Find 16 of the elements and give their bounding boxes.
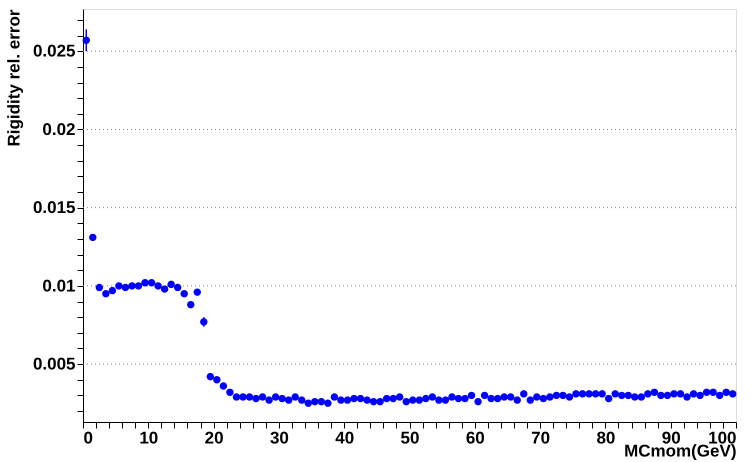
x-tick-label: 30 xyxy=(270,428,289,448)
y-axis-title: Rigidity rel. error xyxy=(4,9,24,146)
x-tick-label: 90 xyxy=(662,428,681,448)
x-tick-label: 40 xyxy=(335,428,354,448)
x-tick-label: 50 xyxy=(400,428,420,448)
x-tick-label: 80 xyxy=(596,428,616,448)
y-tick-label: 0.005 xyxy=(32,354,76,374)
x-tick-label: 60 xyxy=(466,428,485,448)
x-tick-label: 70 xyxy=(531,428,550,448)
y-tick-label: 0.02 xyxy=(42,120,76,139)
x-tick-label: 10 xyxy=(139,428,158,448)
y-tick-label: 0.01 xyxy=(42,276,76,296)
x-tick-label: 20 xyxy=(204,428,224,448)
x-tick-label: 0 xyxy=(84,428,93,448)
y-tick-label: 0.015 xyxy=(32,198,76,218)
y-tick-label: 0.025 xyxy=(32,42,76,61)
